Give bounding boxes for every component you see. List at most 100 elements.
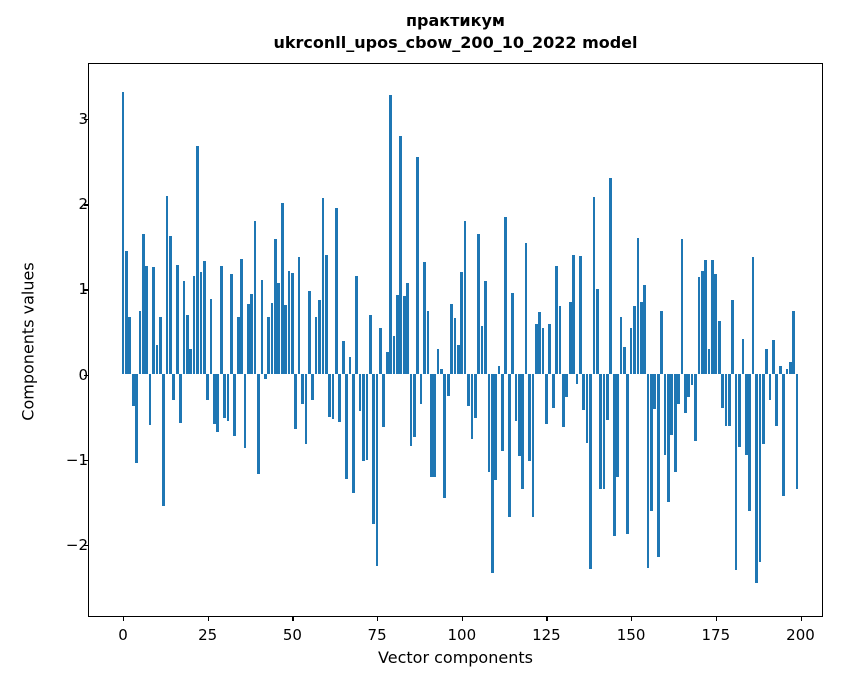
bar-component-91 xyxy=(429,374,433,478)
bar-component-70 xyxy=(358,374,362,412)
bar-component-161 xyxy=(667,374,670,503)
bar-component-3 xyxy=(131,374,135,406)
bar-component-118 xyxy=(521,374,525,490)
bar-component-153 xyxy=(639,302,643,375)
plot-area xyxy=(88,63,823,617)
bar-component-54 xyxy=(304,374,308,445)
bar-component-27 xyxy=(213,374,216,424)
bar-component-92 xyxy=(433,374,436,478)
bar-component-183 xyxy=(741,338,745,375)
bar-component-194 xyxy=(778,365,782,375)
bar-component-107 xyxy=(484,280,487,375)
bar-component-72 xyxy=(365,374,369,460)
bar-component-125 xyxy=(545,374,548,424)
x-tick-mark xyxy=(631,617,633,621)
bar-component-4 xyxy=(135,374,138,463)
bar-component-26 xyxy=(209,298,213,375)
bar-component-0 xyxy=(121,91,125,375)
bar-component-63 xyxy=(335,207,338,375)
bar-component-112 xyxy=(501,374,504,452)
bar-component-82 xyxy=(399,136,403,375)
bar-component-138 xyxy=(589,374,592,570)
x-tick-label: 50 xyxy=(282,626,302,644)
y-tick-mark xyxy=(84,204,88,206)
x-tick-label: 0 xyxy=(118,626,128,644)
bar-component-136 xyxy=(582,374,586,411)
y-tick-label: −1 xyxy=(65,450,88,469)
bar-component-42 xyxy=(263,374,267,379)
bar-component-68 xyxy=(351,374,355,493)
bar-component-158 xyxy=(656,374,660,557)
bar-component-111 xyxy=(497,365,501,375)
bar-component-176 xyxy=(717,320,721,375)
bar-component-8 xyxy=(148,374,152,425)
bar-component-171 xyxy=(700,270,704,375)
bar-component-147 xyxy=(619,317,623,375)
bar-component-126 xyxy=(548,324,552,375)
bar-component-89 xyxy=(423,262,426,375)
bar-component-65 xyxy=(341,341,345,375)
bar-component-52 xyxy=(297,257,301,375)
bar-component-166 xyxy=(683,374,687,413)
bar-component-30 xyxy=(223,374,226,418)
bar-component-18 xyxy=(182,280,186,375)
bar-component-169 xyxy=(694,374,697,441)
bar-component-53 xyxy=(301,374,304,405)
bar-component-149 xyxy=(626,374,630,535)
bar-component-159 xyxy=(660,310,663,375)
bar-component-17 xyxy=(179,374,182,423)
x-tick-label: 100 xyxy=(447,626,477,644)
bar-component-95 xyxy=(443,374,447,498)
bar-component-14 xyxy=(169,235,172,375)
bar-component-15 xyxy=(172,374,176,400)
bar-component-22 xyxy=(196,146,199,375)
x-tick-label: 175 xyxy=(701,626,731,644)
bar-component-28 xyxy=(216,374,220,433)
bar-component-56 xyxy=(311,374,315,400)
bar-component-132 xyxy=(568,302,572,375)
bar-component-39 xyxy=(253,221,257,375)
bar-component-6 xyxy=(141,234,145,375)
bar-component-105 xyxy=(477,234,481,375)
bar-component-140 xyxy=(595,288,599,375)
bar-component-11 xyxy=(158,316,162,375)
bar-component-33 xyxy=(233,374,237,436)
bar-component-67 xyxy=(348,357,352,375)
bar-component-85 xyxy=(409,374,413,446)
x-tick-label: 200 xyxy=(786,626,815,644)
bar-component-29 xyxy=(219,265,223,375)
bar-component-77 xyxy=(382,374,386,428)
bar-component-75 xyxy=(375,374,379,566)
bar-component-127 xyxy=(551,374,555,408)
bar-component-108 xyxy=(487,374,491,473)
bar-component-80 xyxy=(392,336,396,375)
bar-component-102 xyxy=(467,374,470,406)
bar-component-94 xyxy=(440,368,443,375)
bar-component-157 xyxy=(653,374,657,410)
bar-component-73 xyxy=(368,314,372,375)
bar-component-60 xyxy=(324,255,328,375)
bar-component-155 xyxy=(646,374,650,568)
bar-component-146 xyxy=(616,374,619,478)
y-tick-label: 0 xyxy=(78,365,88,384)
bar-component-69 xyxy=(355,275,359,375)
bar-component-50 xyxy=(291,273,294,375)
bar-component-10 xyxy=(155,344,159,375)
bar-component-160 xyxy=(663,374,667,456)
y-tick-mark xyxy=(84,459,88,461)
bar-component-62 xyxy=(331,374,335,419)
bar-component-81 xyxy=(396,295,399,375)
bar-component-20 xyxy=(189,348,193,375)
bar-component-25 xyxy=(206,374,210,400)
bar-component-197 xyxy=(788,361,792,375)
bar-component-116 xyxy=(514,374,518,422)
bar-component-122 xyxy=(534,324,538,375)
x-axis-label: Vector components xyxy=(378,648,533,667)
bar-component-113 xyxy=(504,217,508,375)
bar-component-76 xyxy=(379,327,382,375)
bar-component-74 xyxy=(372,374,376,525)
bar-component-83 xyxy=(402,296,406,375)
bar-component-130 xyxy=(562,374,565,428)
bar-component-47 xyxy=(280,203,284,375)
bar-component-2 xyxy=(128,317,132,375)
